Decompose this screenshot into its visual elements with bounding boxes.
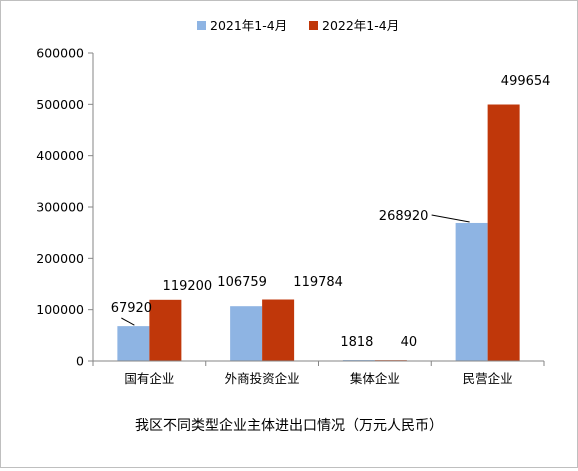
chart-title: 我区不同类型企业主体进出口情况（万元人民币） xyxy=(135,417,443,434)
legend-swatch xyxy=(197,21,206,30)
category-label: 外商投资企业 xyxy=(225,371,300,386)
legend-swatch xyxy=(309,21,318,30)
y-tick-label: 300000 xyxy=(36,200,84,215)
bar-series-1 xyxy=(230,306,263,361)
bar-series-2 xyxy=(262,299,295,361)
data-label: 268920 xyxy=(379,209,429,224)
y-axis-ticks: 0 100000 200000 300000 400000 500000 600000 xyxy=(36,46,93,369)
y-tick-label: 100000 xyxy=(36,302,84,317)
y-tick-label: 500000 xyxy=(36,97,84,112)
y-tick-label: 0 xyxy=(76,354,84,369)
category-label: 集体企业 xyxy=(350,371,400,386)
data-labels: 67920 119200 106759 119784 1818 40 268920 49965… xyxy=(111,74,551,350)
legend-label: 2021年1-4月 xyxy=(210,18,287,33)
bar-series-2 xyxy=(487,104,520,361)
data-label: 119200 xyxy=(163,279,213,294)
data-label: 40 xyxy=(401,335,418,350)
x-axis-categories: 国有企业 外商投资企业 集体企业 民营企业 xyxy=(124,371,512,386)
data-label: 106759 xyxy=(217,275,267,290)
leader-line xyxy=(431,214,470,223)
category-label: 民营企业 xyxy=(463,371,513,386)
category-label: 国有企业 xyxy=(124,371,174,386)
data-label: 119784 xyxy=(293,275,343,290)
y-tick-label: 600000 xyxy=(36,46,84,61)
y-tick-label: 400000 xyxy=(36,148,84,163)
data-label: 1818 xyxy=(340,335,373,350)
legend-label: 2022年1-4月 xyxy=(322,18,399,33)
data-label: 67920 xyxy=(111,301,152,316)
leader-line xyxy=(121,317,135,326)
axes xyxy=(92,53,545,366)
legend: 2021年1-4月 2022年1-4月 xyxy=(197,18,399,33)
bar-series-1 xyxy=(455,222,488,361)
y-tick-label: 200000 xyxy=(36,251,84,266)
data-label: 499654 xyxy=(501,74,551,89)
bar-series-1 xyxy=(117,326,150,361)
bars xyxy=(117,104,520,361)
bar-series-2 xyxy=(149,299,182,361)
